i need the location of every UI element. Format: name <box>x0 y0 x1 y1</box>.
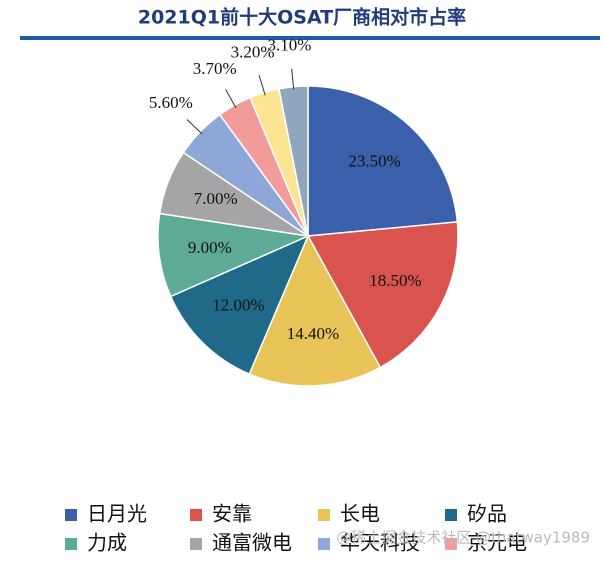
leader-line <box>258 75 266 96</box>
pie-slice <box>157 212 311 298</box>
chart-title: 2021Q1前十大OSAT厂商相对市占率 <box>138 6 466 29</box>
data-label: 3.70% <box>193 59 237 78</box>
pie-slice <box>248 234 382 387</box>
legend-label: 矽品 <box>467 502 507 526</box>
title-rule <box>20 36 600 40</box>
watermark: @稀土掘金技术社区 @thatway1989 <box>336 529 590 547</box>
legend-label: 力成 <box>87 531 127 555</box>
data-label: 18.50% <box>369 271 421 290</box>
legend-swatch <box>318 509 330 521</box>
legend-label: 通富微电 <box>212 531 292 555</box>
legend-label: 华天科技 <box>340 531 420 555</box>
data-label: 14.40% <box>287 324 339 343</box>
data-label: 3.20% <box>231 43 275 62</box>
legend-swatch <box>190 538 202 550</box>
legend-swatch <box>318 538 330 550</box>
data-label: 5.60% <box>149 93 193 112</box>
legend-swatch <box>65 538 77 550</box>
legend-label: 京元电 <box>467 531 527 555</box>
data-label: 3.10% <box>268 35 312 54</box>
legend-swatch <box>445 538 457 550</box>
legend-swatch <box>190 509 202 521</box>
legend-label: 长电 <box>340 502 380 526</box>
legend-swatch <box>445 509 457 521</box>
leader-line <box>291 68 295 90</box>
legend-swatch <box>65 509 77 521</box>
data-label: 23.50% <box>348 152 400 171</box>
pie-slice <box>306 221 459 369</box>
leader-line <box>186 119 203 135</box>
data-label: 12.00% <box>212 295 264 314</box>
pie-slice <box>307 85 459 237</box>
legend-label: 日月光 <box>87 502 147 526</box>
leader-line <box>225 89 237 109</box>
legend-label: 安靠 <box>212 502 252 526</box>
pie-slice <box>169 234 310 376</box>
data-label: 9.00% <box>188 238 232 257</box>
data-label: 7.00% <box>194 189 238 208</box>
